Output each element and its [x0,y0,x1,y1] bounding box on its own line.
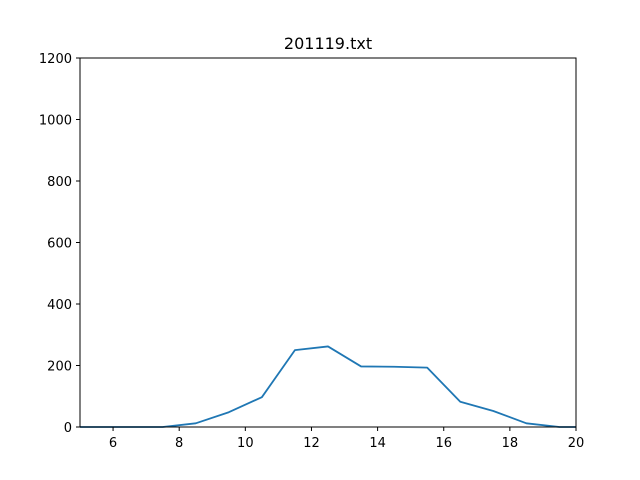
y-tick-label: 0 [64,421,72,436]
x-tick-label: 18 [502,436,519,451]
x-tick-label: 14 [369,436,386,451]
x-tick-label: 12 [303,436,320,451]
y-tick-label: 400 [47,298,72,313]
y-axis: 0 200 400 600 800 1000 1200 [39,52,80,436]
x-tick-label: 6 [109,436,117,451]
x-tick-label: 16 [435,436,452,451]
x-axis: 6 8 10 12 14 16 18 20 [109,427,584,451]
y-tick-label: 800 [47,175,72,190]
y-tick-label: 600 [47,237,72,252]
y-tick-label: 1000 [39,114,72,129]
chart-title: 201119.txt [284,34,372,53]
x-tick-label: 8 [175,436,183,451]
plot-frame [79,57,577,428]
y-tick-label: 200 [47,360,72,375]
x-tick-label: 20 [568,436,585,451]
y-tick-label: 1200 [39,52,72,67]
x-tick-label: 10 [237,436,254,451]
